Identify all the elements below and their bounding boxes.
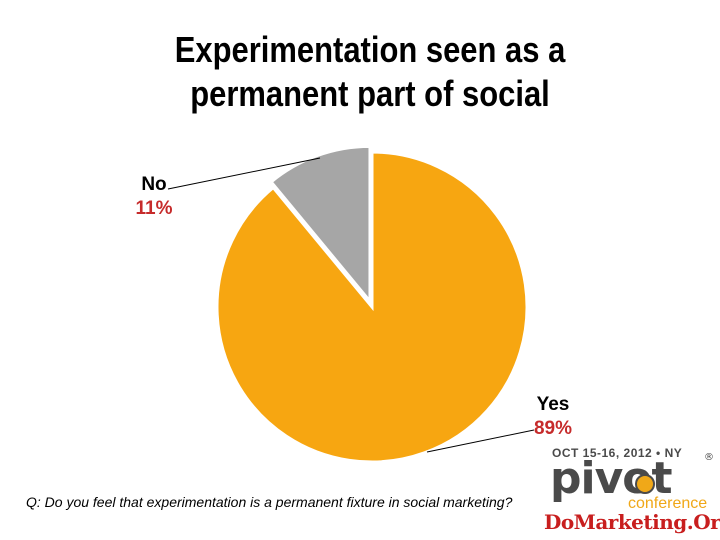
slice-value-no: 11% [136, 198, 173, 219]
leader-line-yes [426, 429, 535, 453]
leader-line-no [167, 157, 321, 190]
logo-date: OCT 15-16, 2012 • NY [552, 446, 683, 460]
leader-lines [167, 157, 535, 453]
chart-title-line-2: permanent part of social [190, 73, 550, 114]
pivot-conference-logo: OCT 15-16, 2012 • NY pivot ® conference … [544, 446, 720, 536]
logo-conference: conference [628, 495, 708, 512]
logo-dot-icon [635, 474, 655, 494]
slice-label-yes: Yes [537, 394, 570, 415]
slice-value-yes: 89% [534, 418, 572, 439]
survey-question: Q: Do you feel that experimentation is a… [26, 494, 513, 510]
logo-site-name: DoMarketing.Org [544, 510, 720, 534]
slice-label-no: No [141, 174, 166, 195]
chart-title: Experimentation seen as a permanent part… [121, 28, 620, 116]
slice-labels: Yes 89% No 11% [136, 174, 573, 439]
pie-slices [215, 144, 529, 464]
chart-title-line-1: Experimentation seen as a [174, 29, 566, 70]
registered-mark: ® [704, 452, 714, 463]
pie-slice-yes [215, 150, 529, 464]
pie-slice-no [269, 144, 372, 306]
